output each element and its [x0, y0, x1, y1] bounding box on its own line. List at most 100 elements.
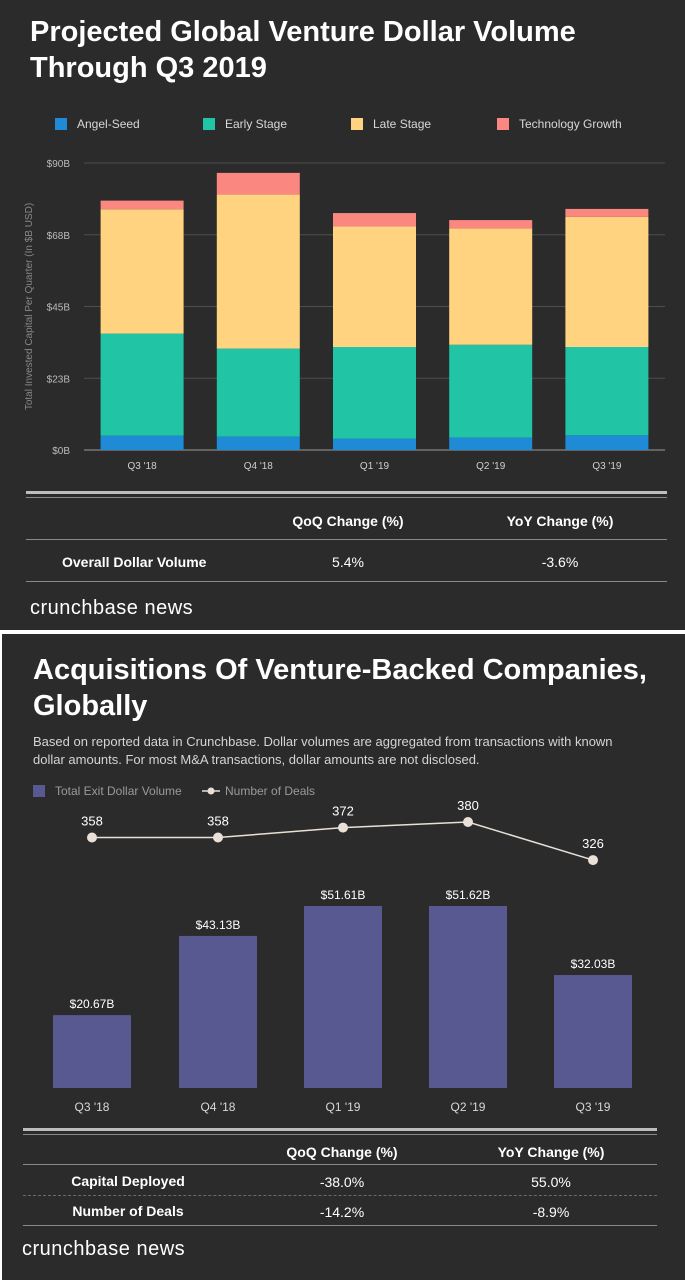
legend-label: Early Stage — [225, 117, 288, 131]
table2-row-qoq: -38.0% — [319, 1174, 365, 1190]
chart2-title-line1: Acquisitions Of Venture-Backed Companies… — [33, 654, 647, 686]
bar-segment — [565, 346, 649, 436]
bar-segment — [449, 437, 533, 450]
table2-row-label: Capital Deployed — [71, 1173, 185, 1189]
bar-segment — [216, 348, 300, 437]
y-axis-label: Total Invested Capital Per Quarter (In $… — [24, 203, 35, 410]
deals-point — [213, 832, 223, 843]
bar-segment — [100, 333, 184, 436]
acquisition-bar — [53, 1015, 131, 1088]
acquisition-bar — [429, 906, 507, 1088]
x-tick-label: Q4 '18 — [244, 461, 274, 472]
legend-swatch — [497, 118, 509, 130]
bar-segment — [333, 213, 416, 227]
legend-label: Late Stage — [373, 117, 432, 131]
table1-header-qoq: QoQ Change (%) — [292, 513, 404, 529]
y-tick-label: $90B — [47, 159, 71, 170]
table1-header-yoy: YoY Change (%) — [506, 513, 614, 529]
table1-top-rule — [26, 491, 667, 494]
bar-segment — [449, 344, 533, 438]
bar-data-label: $20.67B — [70, 997, 115, 1011]
chart1-title-line2: Through Q3 2019 — [30, 52, 267, 84]
legend-swatch — [55, 118, 67, 130]
deals-point — [463, 817, 473, 827]
bar-data-label: $43.13B — [196, 918, 241, 932]
bar-segment — [333, 226, 416, 347]
x-tick-label: Q3 '18 — [128, 461, 158, 472]
bar-data-label: $51.61B — [321, 888, 366, 902]
deals-data-label: 380 — [457, 798, 479, 813]
venture-volume-panel: Projected Global Venture Dollar Volume T… — [0, 0, 685, 630]
chart1-title: Projected Global Venture Dollar Volume T… — [30, 14, 576, 86]
x-tick-label: Q1 '19 — [326, 1100, 361, 1114]
table2-header-yoy: YoY Change (%) — [497, 1144, 605, 1160]
chart2-description-line1: Based on reported data in Crunchbase. Do… — [33, 734, 613, 749]
legend-item-late-stage: Late Stage — [351, 117, 431, 131]
table2-bottom-rule — [23, 1225, 657, 1226]
x-tick-label: Q4 '18 — [201, 1100, 236, 1114]
acquisition-bar — [554, 975, 632, 1088]
bar-segment — [216, 172, 300, 195]
legend-item-number-of-deals: Number of Deals — [202, 784, 315, 798]
bar-segment — [100, 209, 184, 334]
table1-header-rule — [26, 539, 667, 540]
table1-row-yoy: -3.6% — [541, 554, 579, 570]
table1-bottom-rule — [26, 581, 667, 582]
bar-segment — [100, 200, 184, 210]
y-tick-label: $45B — [47, 303, 71, 314]
stacked-bar-chart: $0B $23B $45B $68B $90B Total Invested Capita… — [24, 159, 665, 472]
table2-row-yoy: -8.9% — [532, 1204, 570, 1220]
chart2-description: Based on reported data in Crunchbase. Do… — [33, 733, 613, 769]
chart2-title: Acquisitions Of Venture-Backed Companies… — [33, 652, 647, 724]
x-tick-label: Q1 '19 — [360, 461, 390, 472]
x-tick-label: Q3 '18 — [75, 1100, 110, 1114]
x-tick-label: Q3 '19 — [592, 461, 622, 472]
table2-header-qoq: QoQ Change (%) — [286, 1144, 398, 1160]
bar-data-label: $51.62B — [446, 888, 491, 902]
table2-row-qoq: -14.2% — [319, 1204, 365, 1220]
legend-label: Angel-Seed — [77, 117, 140, 131]
legend-swatch — [33, 785, 45, 797]
acquisition-bar — [304, 906, 382, 1088]
table1-row-qoq: 5.4% — [332, 554, 364, 570]
bar-segment — [565, 216, 649, 347]
x-tick-label: Q3 '19 — [576, 1100, 611, 1114]
acquisitions-panel: Acquisitions Of Venture-Backed Companies… — [2, 634, 685, 1280]
crunchbase-news-logo: crunchbase news — [30, 597, 194, 619]
deals-data-label: 326 — [582, 836, 604, 851]
y-tick-label: $68B — [47, 231, 71, 242]
bar-segment — [449, 228, 533, 345]
chart1-title-line1: Projected Global Venture Dollar Volume — [30, 16, 576, 48]
table1-top-rule-thin — [26, 497, 667, 498]
bar-segment — [333, 346, 416, 439]
legend-item-technology-growth: Technology Growth — [497, 117, 622, 131]
table2-header-rule — [23, 1164, 657, 1165]
bar-segment — [565, 208, 649, 217]
bar-segment — [216, 194, 300, 349]
legend-label: Technology Growth — [519, 117, 622, 131]
bar-line-chart: $20.67B Q3 '18 $43.13B Q4 '18 $51.61B Q1 '19 $… — [53, 798, 632, 1114]
x-tick-label: Q2 '19 — [476, 461, 506, 472]
chart2-description-line2: dollar amounts. For most M&A transaction… — [33, 752, 480, 767]
bar-segment — [565, 435, 649, 450]
y-tick-label: $0B — [52, 446, 70, 457]
legend-swatch — [351, 118, 363, 130]
line-marker-icon — [202, 787, 220, 795]
table2-row-yoy: 55.0% — [531, 1174, 571, 1190]
deals-point — [588, 855, 598, 866]
deals-point — [87, 832, 97, 843]
bar-segment — [100, 435, 184, 450]
y-tick-label: $23B — [47, 374, 71, 385]
legend-label: Number of Deals — [225, 784, 316, 798]
deals-point — [338, 822, 348, 833]
table2-row-divider — [23, 1195, 657, 1196]
bar-segment — [449, 220, 533, 229]
table1-row-label: Overall Dollar Volume — [62, 554, 207, 570]
bar-segment — [216, 436, 300, 450]
legend-item-angel-seed: Angel-Seed — [55, 117, 140, 131]
table2-row-label: Number of Deals — [72, 1203, 184, 1219]
legend-label: Total Exit Dollar Volume — [55, 784, 182, 798]
deals-data-label: 372 — [332, 804, 354, 819]
chart2-title-line2: Globally — [33, 690, 148, 722]
crunchbase-news-logo: crunchbase news — [22, 1238, 186, 1260]
